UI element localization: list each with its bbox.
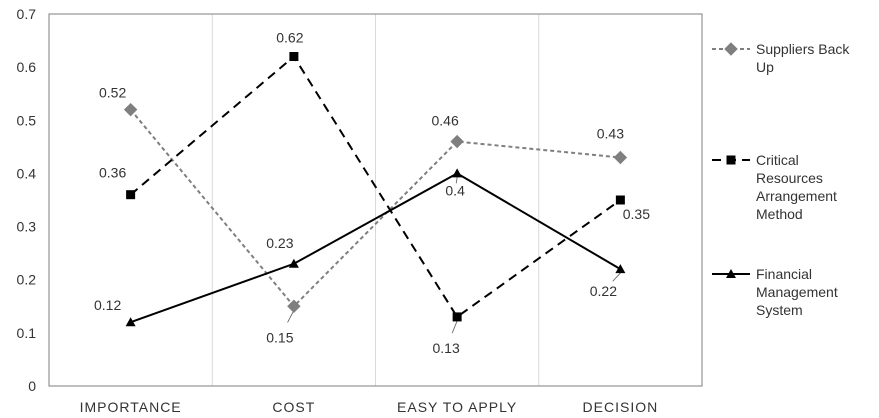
data-label: 0.22 bbox=[590, 283, 617, 299]
data-label: 0.23 bbox=[266, 235, 293, 251]
data-label: 0.4 bbox=[445, 182, 465, 198]
data-point-marker bbox=[726, 269, 736, 278]
plot-area bbox=[48, 13, 703, 387]
y-tick-label: 0.7 bbox=[17, 6, 37, 22]
data-label: 0.35 bbox=[623, 206, 650, 222]
y-tick-label: 0.3 bbox=[17, 219, 37, 235]
data-label: 0.13 bbox=[433, 340, 460, 356]
legend-label: Arrangement bbox=[756, 188, 837, 204]
legend-label: Critical bbox=[756, 152, 799, 168]
y-axis: 0 0.1 0.2 0.3 0.4 0.5 0.6 0.7 bbox=[17, 6, 37, 394]
series-1: 0.52 0.15 0.46 0.43 bbox=[99, 85, 628, 345]
series-layer: 0.52 0.15 0.46 0.43 0.36 0.62 0.13 0.35 0.12 0.23… bbox=[94, 30, 650, 356]
series-line bbox=[129, 55, 621, 319]
legend-label: Up bbox=[756, 59, 774, 75]
x-tick-label: COST bbox=[272, 399, 315, 415]
y-tick-label: 0.4 bbox=[17, 165, 37, 181]
data-point-marker bbox=[289, 52, 299, 62]
x-axis: IMPORTANCE COST EASY TO APPLY DECISION bbox=[80, 399, 659, 415]
data-point-marker bbox=[123, 102, 138, 117]
series-line bbox=[130, 172, 621, 324]
y-tick-label: 0.1 bbox=[17, 325, 37, 341]
legend-item: Suppliers Back Up bbox=[712, 41, 850, 75]
y-tick-label: 0.6 bbox=[17, 59, 37, 75]
y-tick-label: 0.5 bbox=[17, 112, 37, 128]
data-label-leader bbox=[451, 320, 458, 334]
plot-border bbox=[48, 13, 703, 387]
data-label: 0.15 bbox=[266, 329, 293, 345]
series-line bbox=[129, 109, 621, 308]
legend-item: Financial Management System bbox=[712, 266, 838, 318]
legend-item: Critical Resources Arrangement Method bbox=[712, 152, 837, 222]
legend-label: System bbox=[756, 302, 803, 318]
data-point-marker bbox=[452, 168, 463, 178]
data-point-marker bbox=[613, 150, 628, 165]
legend-label: Method bbox=[756, 206, 803, 222]
data-point-marker bbox=[287, 299, 301, 313]
data-point-marker bbox=[615, 195, 625, 205]
x-tick-label: EASY TO APPLY bbox=[397, 399, 517, 415]
data-point-marker bbox=[726, 155, 736, 165]
x-tick-label: DECISION bbox=[583, 399, 659, 415]
x-tick-label: IMPORTANCE bbox=[80, 399, 182, 415]
data-point-marker bbox=[724, 42, 738, 56]
data-label: 0.43 bbox=[597, 125, 624, 141]
data-label-leader bbox=[455, 177, 458, 184]
data-label: 0.62 bbox=[276, 30, 303, 46]
data-label: 0.36 bbox=[99, 165, 126, 181]
data-point-marker bbox=[452, 312, 462, 322]
data-label: 0.52 bbox=[99, 85, 126, 101]
legend-label: Management bbox=[756, 284, 838, 300]
legend-label: Resources bbox=[756, 170, 823, 186]
y-tick-label: 0.2 bbox=[17, 272, 37, 288]
data-label-leader bbox=[612, 272, 621, 282]
data-point-marker bbox=[288, 258, 299, 268]
data-point-marker bbox=[126, 190, 136, 200]
legend: Suppliers Back Up Critical Resources Arrange… bbox=[712, 41, 850, 318]
data-point-marker bbox=[450, 134, 464, 149]
data-point-marker bbox=[125, 317, 136, 327]
legend-label: Suppliers Back bbox=[756, 41, 850, 57]
data-label-leader bbox=[287, 310, 295, 323]
series-3: 0.12 0.23 0.4 0.22 bbox=[94, 168, 626, 327]
series-2: 0.36 0.62 0.13 0.35 bbox=[99, 30, 650, 356]
data-label: 0.12 bbox=[94, 297, 121, 313]
y-tick-label: 0 bbox=[28, 378, 36, 394]
data-point-marker bbox=[615, 264, 626, 274]
data-label: 0.46 bbox=[432, 113, 459, 129]
legend-label: Financial bbox=[756, 266, 812, 282]
